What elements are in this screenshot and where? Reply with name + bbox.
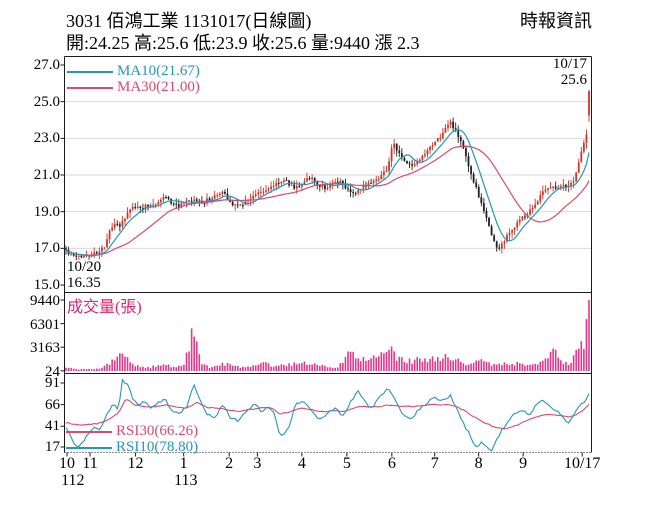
volume-axis-label: 9440 bbox=[30, 293, 60, 309]
volume-axis-label: 3163 bbox=[30, 340, 60, 357]
start-date-annotation: 10/20 bbox=[67, 259, 102, 275]
rsi10-line-swatch bbox=[66, 446, 112, 449]
price-axis-label: 17.0 bbox=[33, 240, 60, 257]
x-axis-month-label: 6 bbox=[387, 455, 396, 472]
data-provider-label: 時報資訊 bbox=[520, 11, 592, 31]
rsi-axis-label: 66 bbox=[45, 396, 60, 413]
page-title: 3031 佰鴻工業 1131017(日線圖) bbox=[66, 11, 312, 31]
x-axis-month-label: 8 bbox=[474, 455, 483, 472]
end-date-annotation: 10/17 bbox=[552, 56, 587, 72]
x-axis-month-label: 4 bbox=[297, 455, 306, 472]
x-axis-year-label: 113 bbox=[174, 472, 198, 489]
volume-axis-label: 24 bbox=[45, 363, 60, 380]
ma30-line-swatch bbox=[67, 86, 113, 89]
ma10-line-swatch bbox=[67, 70, 113, 73]
price-axis-label: 15.0 bbox=[33, 277, 60, 294]
start-low-annotation: 16.35 bbox=[67, 275, 101, 291]
volume-panel-title: 成交量(張) bbox=[67, 299, 142, 316]
x-axis-month-label: 11 bbox=[82, 455, 98, 472]
x-axis-month-label: 10/17 bbox=[563, 455, 601, 472]
price-axis-label: 21.0 bbox=[33, 167, 60, 183]
rsi-axis-label: 41 bbox=[45, 418, 60, 435]
rsi30-legend-label: RSI30(66.26) bbox=[116, 423, 199, 439]
rsi10-legend: RSI10(78.80) bbox=[66, 440, 198, 455]
rsi30-line-swatch bbox=[66, 430, 112, 433]
x-axis-month-label: 2 bbox=[225, 455, 234, 472]
rsi30-legend: RSI30(66.26) bbox=[66, 424, 198, 439]
end-close-annotation: 25.6 bbox=[560, 72, 587, 88]
x-axis-month-label: 10 bbox=[59, 455, 76, 472]
ma10-legend: MA10(21.67) bbox=[67, 64, 200, 79]
rsi-axis-label: 17 bbox=[45, 439, 60, 455]
ohlc-quote-line: 開:24.25 高:25.6 低:23.9 收:25.6 量:9440 漲 2.… bbox=[66, 33, 420, 53]
x-axis-month-label: 1 bbox=[179, 455, 188, 472]
price-axis-label: 19.0 bbox=[33, 203, 60, 220]
x-axis-month-label: 5 bbox=[342, 455, 351, 472]
x-axis-month-label: 12 bbox=[127, 455, 144, 472]
x-axis-month-label: 3 bbox=[253, 455, 262, 472]
rsi-axis-label: 91 bbox=[45, 374, 60, 391]
price-axis-label: 25.0 bbox=[33, 93, 60, 110]
x-axis-month-label: 9 bbox=[519, 455, 528, 472]
rsi10-legend-label: RSI10(78.80) bbox=[116, 439, 199, 455]
x-axis-month-label: 7 bbox=[430, 455, 439, 472]
price-axis-label: 23.0 bbox=[33, 130, 60, 147]
ma10-legend-label: MA10(21.67) bbox=[117, 63, 200, 79]
volume-axis-label: 6301 bbox=[30, 316, 60, 333]
price-axis-label: 27.0 bbox=[33, 57, 60, 73]
ma30-legend: MA30(21.00) bbox=[67, 80, 200, 95]
ma30-legend-label: MA30(21.00) bbox=[117, 79, 200, 95]
x-axis-year-label: 112 bbox=[61, 472, 85, 489]
